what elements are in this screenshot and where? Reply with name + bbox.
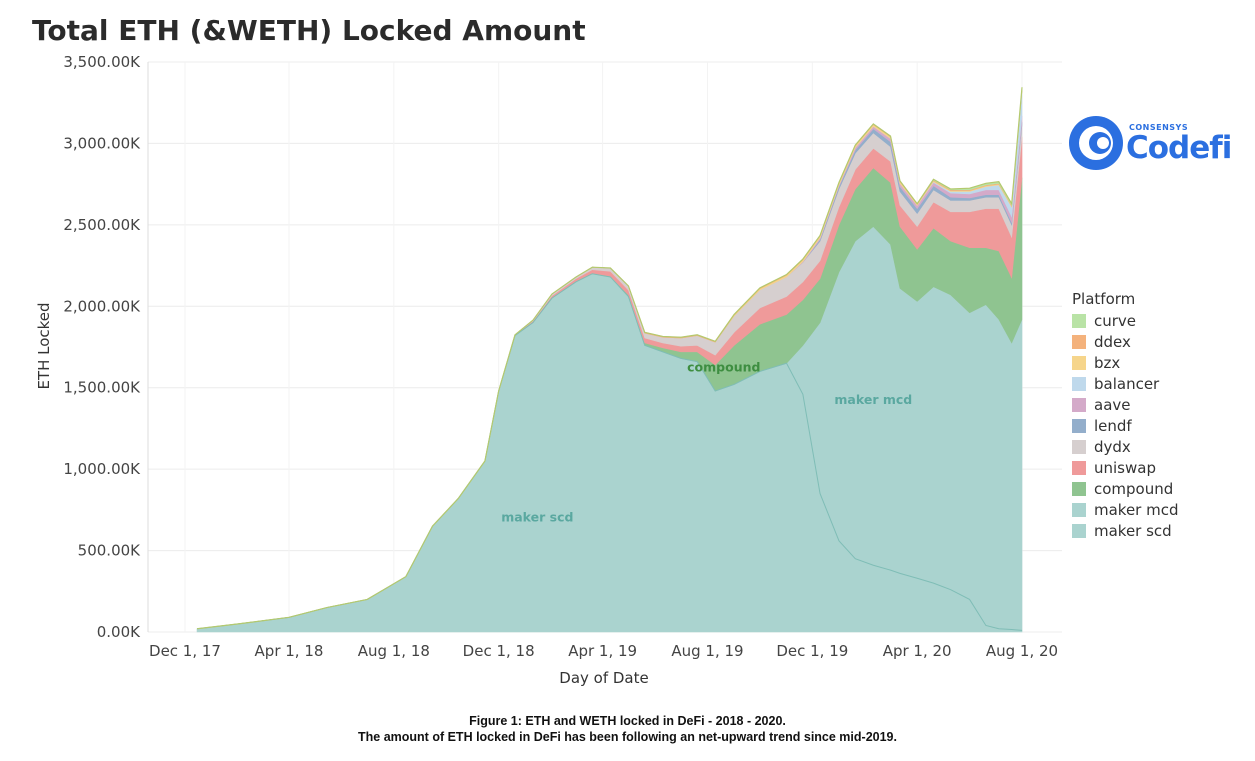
logo-name: Codefi (1126, 130, 1232, 166)
x-axis-title: Day of Date (559, 669, 648, 687)
legend-item-curve[interactable]: curve (1072, 310, 1179, 331)
codefi-logo (1068, 114, 1238, 174)
legend-item-compound[interactable]: compound (1072, 478, 1179, 499)
y-tick-label: 2,000.00K (63, 297, 141, 315)
x-tick-label: Dec 1, 18 (463, 642, 535, 660)
legend-swatch (1072, 460, 1086, 475)
y-tick-label: 1,000.00K (63, 460, 141, 478)
chart-canvas: compound maker mcd maker scd 0.00K 500.00K 1… (35, 53, 1062, 687)
legend-label: bzx (1094, 353, 1121, 372)
x-tick-label: Apr 1, 18 (255, 642, 324, 660)
legend-item-aave[interactable]: aave (1072, 394, 1179, 415)
y-tick-label: 0.00K (97, 623, 141, 641)
legend-label: ddex (1094, 332, 1131, 351)
legend-item-ddex[interactable]: ddex (1072, 331, 1179, 352)
legend-swatch (1072, 313, 1086, 328)
area-label-maker-scd: maker scd (501, 509, 573, 524)
y-tick-label: 2,500.00K (63, 216, 141, 234)
x-tick-label: Aug 1, 18 (358, 642, 430, 660)
axis-layer: 0.00K 500.00K 1,000.00K 1,500.00K 2,000.00K 2… (63, 53, 1058, 660)
legend-swatch (1072, 439, 1086, 454)
legend-item-maker-scd[interactable]: maker scd (1072, 520, 1179, 541)
x-tick-label: Apr 1, 19 (568, 642, 637, 660)
chart-title: Total ETH (&WETH) Locked Amount (32, 14, 586, 47)
legend-swatch (1072, 418, 1086, 433)
legend-label: aave (1094, 395, 1131, 414)
annotation-layer: compound maker mcd maker scd (501, 359, 912, 524)
legend-item-maker-mcd[interactable]: maker mcd (1072, 499, 1179, 520)
figure-caption: Figure 1: ETH and WETH locked in DeFi - … (0, 713, 1255, 745)
legend-swatch (1072, 502, 1086, 517)
legend-label: curve (1094, 311, 1137, 330)
legend-title: Platform (1072, 290, 1136, 308)
y-axis-title: ETH Locked (35, 302, 53, 389)
legend-swatch (1072, 334, 1086, 349)
y-tick-label: 3,000.00K (63, 134, 141, 152)
legend-label: balancer (1094, 374, 1160, 393)
legend-label: lendf (1094, 416, 1132, 435)
codefi-logo-icon (1069, 116, 1123, 170)
legend-swatch (1072, 397, 1086, 412)
legend-swatch (1072, 481, 1086, 496)
legend-label: maker mcd (1094, 500, 1179, 519)
logo-company: CONSENSYS (1129, 123, 1189, 132)
legend-items: curve ddex bzx balancer aave lendf dydx uniswap… (1072, 310, 1179, 541)
x-tick-label: Aug 1, 19 (671, 642, 743, 660)
total-outline (196, 87, 1023, 630)
x-tick-label: Dec 1, 19 (776, 642, 848, 660)
x-tick-label: Apr 1, 20 (883, 642, 952, 660)
area-layer (196, 87, 1023, 633)
caption-line-2: The amount of ETH locked in DeFi has bee… (358, 730, 897, 744)
area-label-maker-mcd: maker mcd (834, 392, 912, 407)
legend: Platform curve ddex bzx balancer aave lendf dy… (1072, 290, 1179, 541)
legend-label: dydx (1094, 437, 1131, 456)
x-tick-label: Aug 1, 20 (986, 642, 1058, 660)
legend-swatch (1072, 523, 1086, 538)
y-tick-label: 500.00K (78, 542, 141, 560)
legend-item-bzx[interactable]: bzx (1072, 352, 1179, 373)
y-tick-label: 1,500.00K (63, 379, 141, 397)
legend-swatch (1072, 355, 1086, 370)
legend-item-lendf[interactable]: lendf (1072, 415, 1179, 436)
legend-label: maker scd (1094, 521, 1172, 540)
legend-item-uniswap[interactable]: uniswap (1072, 457, 1179, 478)
x-tick-label: Dec 1, 17 (149, 642, 221, 660)
area-label-compound: compound (687, 359, 760, 374)
legend-swatch (1072, 376, 1086, 391)
legend-item-dydx[interactable]: dydx (1072, 436, 1179, 457)
caption-line-1: Figure 1: ETH and WETH locked in DeFi - … (469, 714, 786, 728)
y-tick-label: 3,500.00K (63, 53, 141, 71)
legend-label: uniswap (1094, 458, 1156, 477)
legend-item-balancer[interactable]: balancer (1072, 373, 1179, 394)
legend-label: compound (1094, 479, 1174, 498)
